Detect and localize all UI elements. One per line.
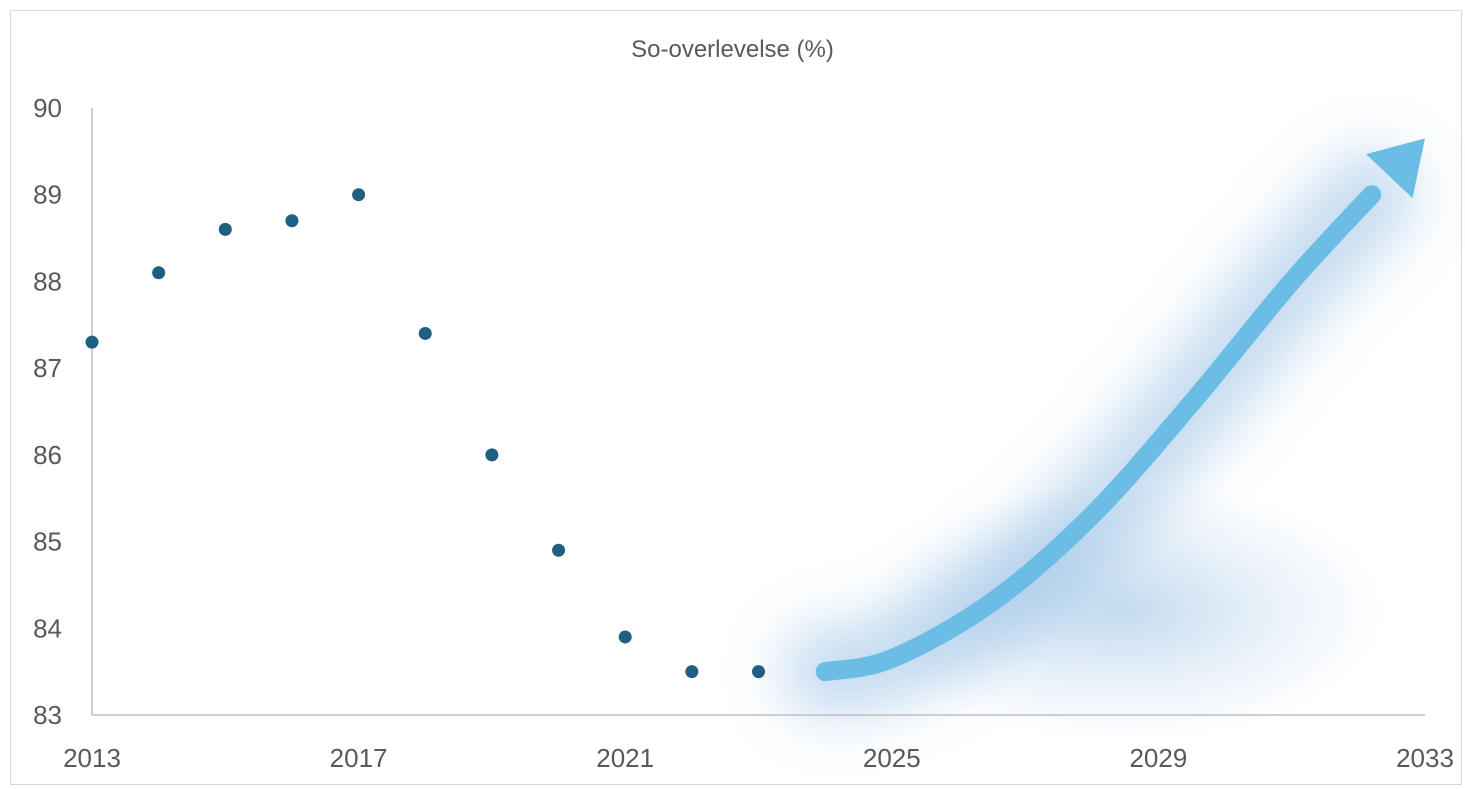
data-point	[152, 266, 166, 280]
y-tick-labels: 83 84 85 86 87 88 89 90	[33, 93, 62, 730]
data-point	[485, 448, 499, 462]
data-point	[285, 214, 299, 228]
x-tick-labels: 2013 2017 2021 2025 2029 2033	[63, 743, 1454, 773]
x-tick-label: 2033	[1396, 743, 1454, 773]
data-point	[618, 630, 632, 644]
chart-frame	[10, 10, 1462, 785]
data-point	[85, 335, 99, 349]
data-point	[418, 326, 432, 340]
trend-arrow-shaft	[815, 185, 1382, 682]
y-tick-label: 90	[33, 93, 62, 123]
data-point	[685, 665, 699, 679]
data-point	[218, 222, 232, 236]
data-point	[552, 543, 566, 557]
data-point	[752, 665, 765, 679]
x-tick-label: 2029	[1129, 743, 1187, 773]
trend-arrow	[815, 138, 1425, 682]
y-tick-label: 83	[33, 700, 62, 730]
y-tick-label: 84	[33, 613, 62, 643]
trend-arrow-head	[1366, 138, 1425, 199]
trend-glow-halo	[865, 480, 1386, 741]
y-tick-label: 86	[33, 440, 62, 470]
y-tick-label: 89	[33, 180, 62, 210]
x-tick-label: 2025	[863, 743, 921, 773]
y-tick-label: 88	[33, 266, 62, 296]
chart-title: So-overlevelse (%)	[631, 36, 834, 63]
data-points	[85, 188, 765, 679]
x-tick-label: 2017	[330, 743, 388, 773]
y-tick-label: 85	[33, 527, 62, 557]
data-point	[352, 188, 366, 202]
y-tick-label: 87	[33, 353, 62, 383]
x-tick-label: 2021	[596, 743, 654, 773]
x-tick-label: 2013	[63, 743, 121, 773]
